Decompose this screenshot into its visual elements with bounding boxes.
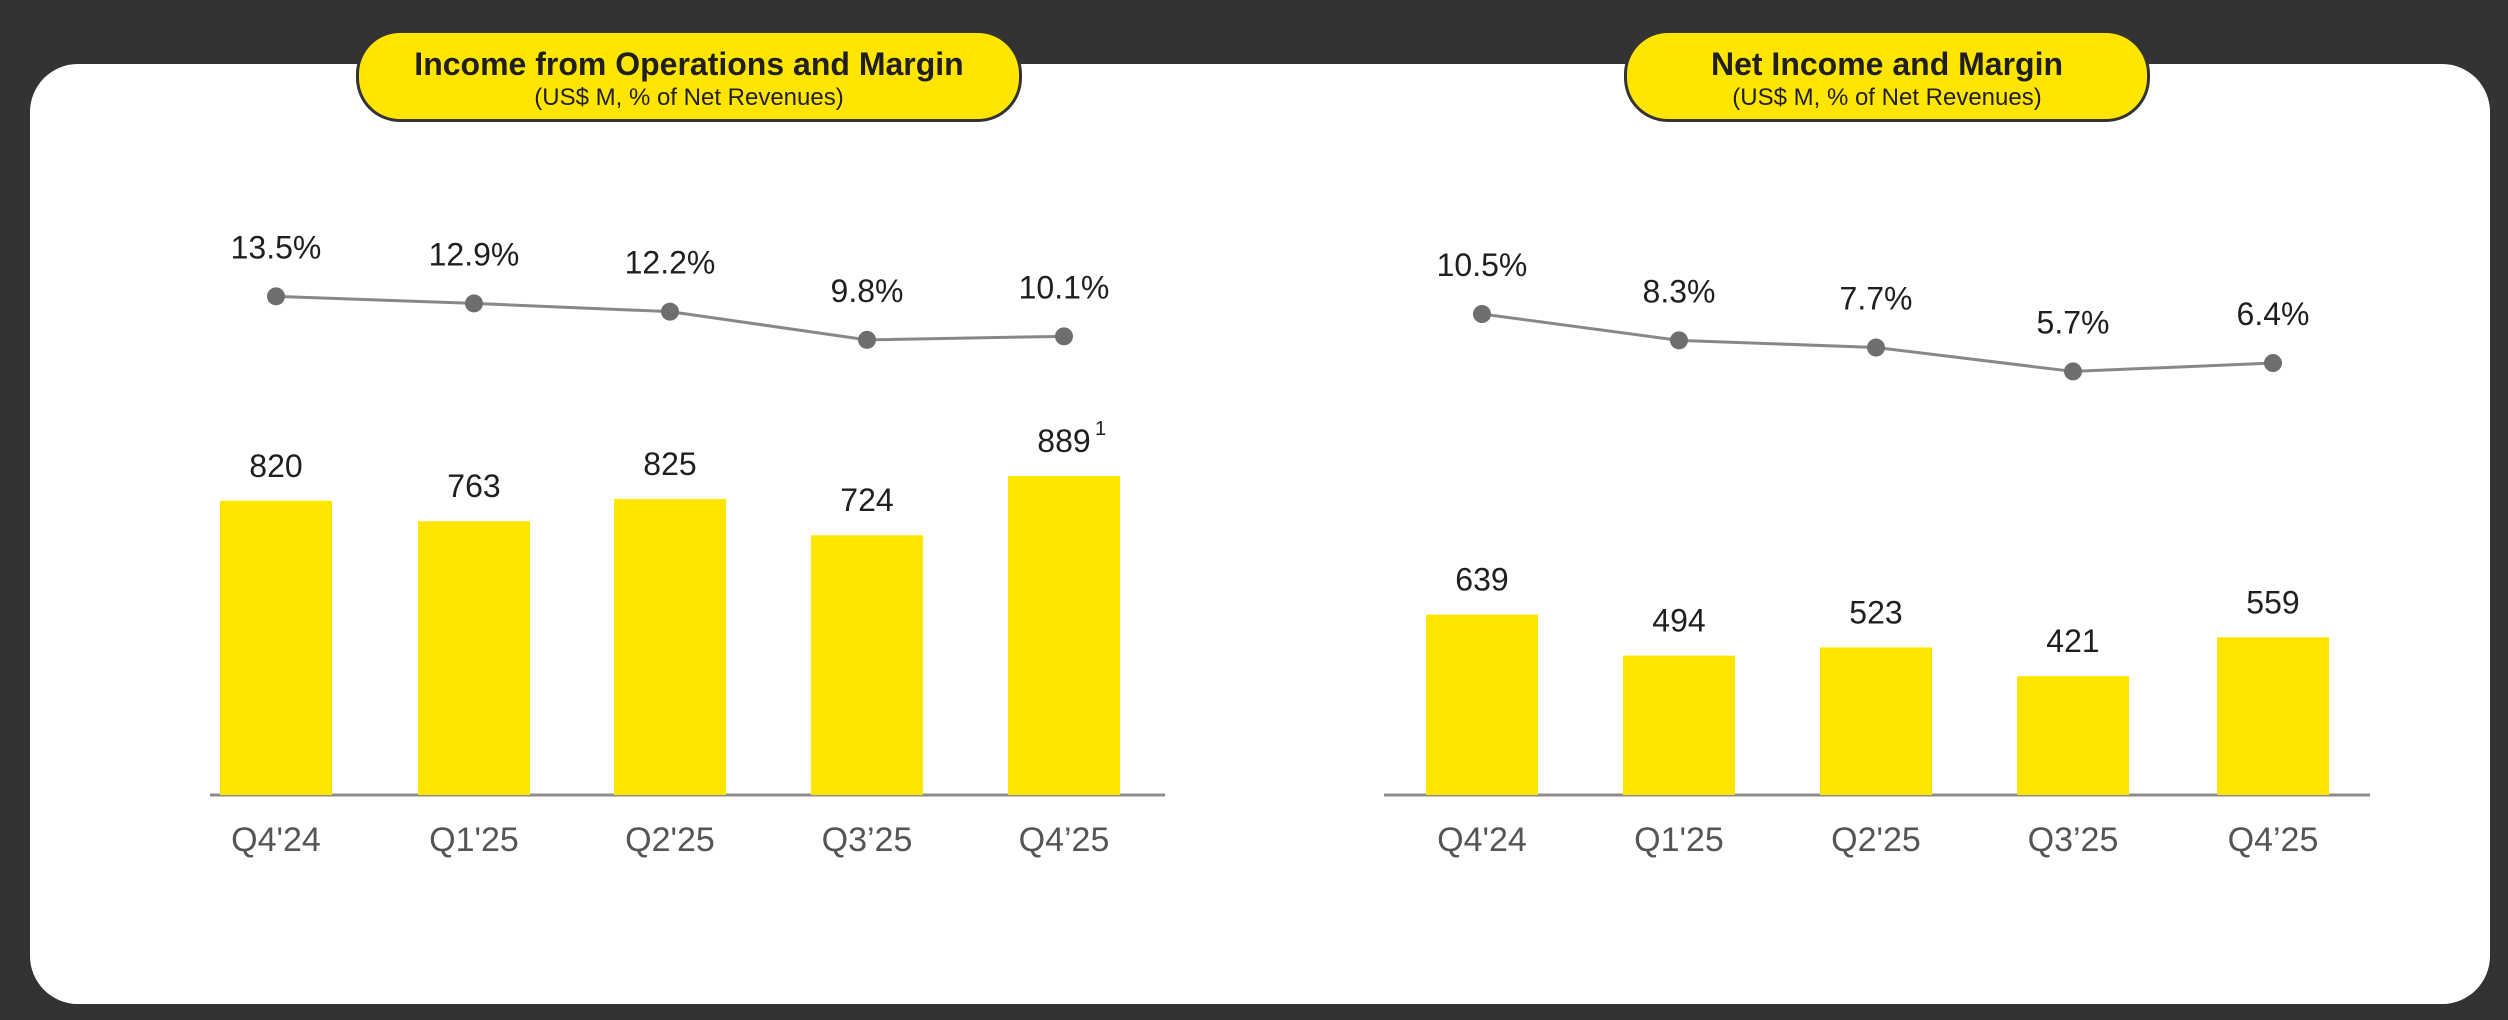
chart2-bar — [2017, 676, 2129, 795]
chart2-margin-label: 8.3% — [1643, 273, 1716, 309]
chart1-margin-point — [465, 294, 483, 313]
chart1-title: Income from Operations and Margin — [414, 46, 964, 82]
chart2-bar-value-label: 639 — [1455, 562, 1508, 598]
chart1-margin-label: 9.8% — [831, 273, 904, 309]
chart1-margin-label: 12.9% — [429, 236, 520, 272]
chart2-bar-value-label: 559 — [2246, 584, 2299, 620]
chart1-x-tick-label: Q2'25 — [625, 821, 715, 859]
chart1-margin-label: 10.1% — [1019, 269, 1110, 305]
chart1-bar — [220, 500, 332, 795]
chart2-bar — [2217, 637, 2329, 795]
chart1-bar-value-label: 889 — [1037, 423, 1090, 459]
chart1-bar-value-label: 820 — [249, 448, 302, 484]
chart1-title-pill: Income from Operations and Margin (US$ M… — [356, 30, 1022, 122]
chart1-x-tick-label: Q4’25 — [1019, 821, 1110, 859]
chart2-margin-label: 10.5% — [1437, 247, 1528, 283]
chart1-subtitle: (US$ M, % of Net Revenues) — [534, 84, 844, 111]
chart2-margin-point — [2064, 362, 2082, 381]
chart2-margin-label: 6.4% — [2237, 296, 2310, 332]
chart2-bar-value-label: 523 — [1849, 594, 1902, 630]
chart2-bar — [1623, 655, 1735, 795]
chart2-margin-point — [1473, 305, 1491, 324]
chart1-bar-value-label: 724 — [840, 482, 893, 518]
chart1-bar — [1008, 476, 1120, 795]
chart1-margin-label: 12.2% — [625, 245, 716, 281]
chart2-x-tick-label: Q1'25 — [1634, 821, 1724, 859]
chart1-margin-point — [267, 287, 285, 306]
chart1-footnote-marker: 1 — [1095, 418, 1106, 440]
chart1-margin-point — [1055, 327, 1073, 346]
chart1-x-tick-label: Q1'25 — [429, 821, 519, 859]
chart2-bar — [1820, 647, 1932, 795]
chart2-margin-point — [2264, 354, 2282, 373]
chart2-x-tick-label: Q4'24 — [1437, 821, 1527, 859]
chart2-margin-label: 5.7% — [2037, 304, 2110, 340]
chart1-bar-value-label: 825 — [643, 446, 696, 482]
chart2-title-pill: Net Income and Margin (US$ M, % of Net R… — [1624, 30, 2150, 122]
chart1-bar — [418, 521, 530, 795]
chart1-x-tick-label: Q3’25 — [822, 821, 913, 859]
chart1-margin-point — [858, 330, 876, 349]
chart2-margin-point — [1670, 331, 1688, 350]
chart2-bar-value-label: 421 — [2046, 623, 2099, 659]
chart2-bar — [1426, 614, 1538, 795]
chart2-margin-label: 7.7% — [1840, 281, 1913, 317]
chart2-title: Net Income and Margin — [1710, 46, 2064, 82]
chart2-x-tick-label: Q3’25 — [2028, 821, 2119, 859]
chart1-margin-label: 13.5% — [231, 229, 322, 265]
chart1-bar — [811, 535, 923, 795]
chart2-x-tick-label: Q2'25 — [1831, 821, 1921, 859]
chart2-x-tick-label: Q4’25 — [2228, 821, 2319, 859]
chart2-margin-point — [1867, 338, 1885, 357]
chart1-margin-point — [661, 302, 679, 321]
chart2-bar-value-label: 494 — [1652, 603, 1705, 639]
chart2-subtitle: (US$ M, % of Net Revenues) — [1732, 84, 2042, 111]
chart1-x-tick-label: Q4'24 — [231, 821, 321, 859]
chart1-bar — [614, 498, 726, 795]
chart1-bar-value-label: 763 — [447, 468, 500, 504]
